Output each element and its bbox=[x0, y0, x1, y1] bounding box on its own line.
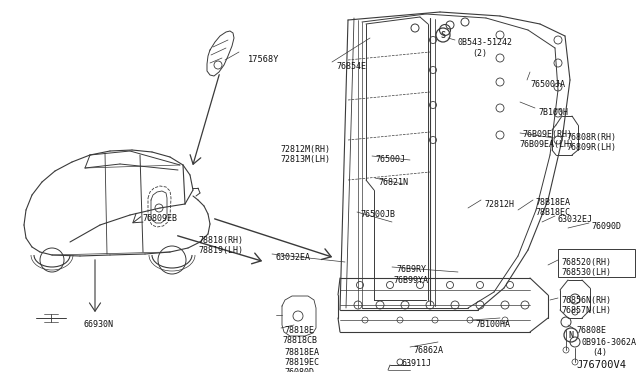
Text: 76808E: 76808E bbox=[576, 326, 606, 335]
Text: 78B18EA: 78B18EA bbox=[535, 198, 570, 207]
Text: 7B100H: 7B100H bbox=[538, 108, 568, 117]
Text: 78818E: 78818E bbox=[284, 326, 314, 335]
Text: 76500JB: 76500JB bbox=[360, 210, 395, 219]
Text: 76B09EA(LH): 76B09EA(LH) bbox=[519, 140, 574, 149]
Text: 76821N: 76821N bbox=[378, 178, 408, 187]
Text: 78819EC: 78819EC bbox=[284, 358, 319, 367]
Text: 768530(LH): 768530(LH) bbox=[561, 268, 611, 277]
Text: 76500JA: 76500JA bbox=[530, 80, 565, 89]
Text: 78818(RH): 78818(RH) bbox=[198, 236, 243, 245]
Text: 0B916-3062A: 0B916-3062A bbox=[581, 338, 636, 347]
Text: 72813M(LH): 72813M(LH) bbox=[280, 155, 330, 164]
Text: 63032EA: 63032EA bbox=[275, 253, 310, 262]
Text: N: N bbox=[568, 330, 573, 340]
Text: 76856N(RH): 76856N(RH) bbox=[561, 296, 611, 305]
Text: 76809R(LH): 76809R(LH) bbox=[566, 143, 616, 152]
Text: 7B100HA: 7B100HA bbox=[475, 320, 510, 329]
Text: 76090D: 76090D bbox=[591, 222, 621, 231]
Text: J76700V4: J76700V4 bbox=[576, 360, 626, 370]
Text: 76500J: 76500J bbox=[375, 155, 405, 164]
Text: 72812M(RH): 72812M(RH) bbox=[280, 145, 330, 154]
Text: 76080D: 76080D bbox=[284, 368, 314, 372]
Text: 78818EA: 78818EA bbox=[284, 348, 319, 357]
Text: 76B99YA: 76B99YA bbox=[393, 276, 428, 285]
Text: 76862A: 76862A bbox=[413, 346, 443, 355]
Text: S: S bbox=[440, 31, 445, 39]
Text: 78818CB: 78818CB bbox=[282, 336, 317, 345]
Text: 76854E: 76854E bbox=[336, 62, 366, 71]
Text: 0B543-51242: 0B543-51242 bbox=[458, 38, 513, 47]
Text: 76B09E(RH): 76B09E(RH) bbox=[522, 130, 572, 139]
Text: (4): (4) bbox=[592, 348, 607, 357]
Text: 78B18EC: 78B18EC bbox=[535, 208, 570, 217]
Text: 78819(LH): 78819(LH) bbox=[198, 246, 243, 255]
Text: 76857N(LH): 76857N(LH) bbox=[561, 306, 611, 315]
Text: 63032EJ: 63032EJ bbox=[557, 215, 592, 224]
Text: 17568Y: 17568Y bbox=[248, 55, 280, 64]
Text: 76808R(RH): 76808R(RH) bbox=[566, 133, 616, 142]
Text: 63911J: 63911J bbox=[402, 359, 432, 368]
Text: 76809EB: 76809EB bbox=[142, 214, 177, 223]
Text: 72812H: 72812H bbox=[484, 200, 514, 209]
Text: 768520(RH): 768520(RH) bbox=[561, 258, 611, 267]
Text: 76B9RY: 76B9RY bbox=[396, 265, 426, 274]
Text: (2): (2) bbox=[472, 49, 487, 58]
Text: 66930N: 66930N bbox=[83, 320, 113, 329]
